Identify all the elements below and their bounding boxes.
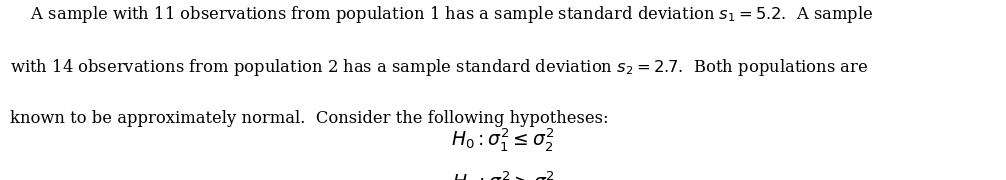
Text: known to be approximately normal.  Consider the following hypotheses:: known to be approximately normal. Consid…	[10, 110, 609, 127]
Text: $H_a : \sigma_1^2 > \sigma_2^2$: $H_a : \sigma_1^2 > \sigma_2^2$	[452, 169, 554, 180]
Text: with 14 observations from population 2 has a sample standard deviation $s_2 = 2.: with 14 observations from population 2 h…	[10, 57, 868, 78]
Text: $H_0 : \sigma_1^2 \leq \sigma_2^2$: $H_0 : \sigma_1^2 \leq \sigma_2^2$	[452, 126, 554, 153]
Text: A sample with 11 observations from population 1 has a sample standard deviation : A sample with 11 observations from popul…	[10, 4, 873, 25]
